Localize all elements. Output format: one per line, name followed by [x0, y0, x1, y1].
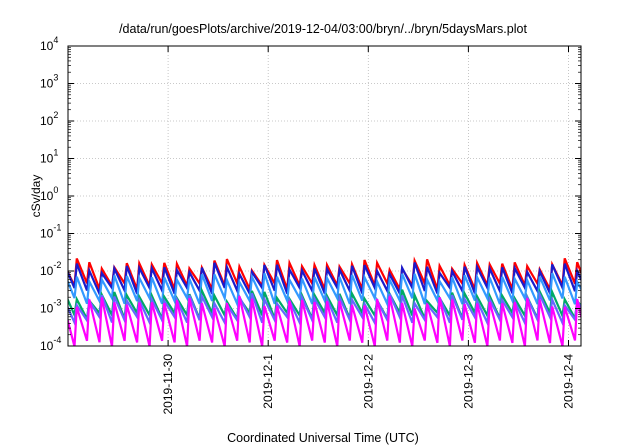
grid: [68, 46, 581, 346]
y-tick-label: 10-3: [40, 298, 61, 316]
series-line: [68, 262, 581, 298]
series-line: [68, 256, 581, 294]
plot-series: [68, 256, 581, 346]
series-line: [68, 295, 581, 346]
y-tick-label: 101: [40, 148, 58, 166]
y-tick-label: 104: [40, 35, 58, 53]
y-tick-label: 102: [40, 110, 58, 128]
chart-title: /data/run/goesPlots/archive/2019-12-04/0…: [119, 22, 527, 36]
y-tick-label: 10-2: [40, 260, 61, 278]
y-tick-label: 10-4: [40, 335, 61, 353]
series-line: [68, 290, 581, 328]
y-tick-label: 100: [40, 185, 58, 203]
x-axis: 2019-11-30 2019-12-1 2019-12-2 2019-12-3 201…: [161, 46, 575, 415]
x-tick-label: 2019-11-30: [161, 354, 175, 415]
y-tick-label: 103: [40, 73, 58, 91]
y-tick-label: 10-1: [40, 223, 61, 241]
x-tick-label: 2019-12-3: [461, 354, 475, 409]
y-axis-label: cSv/day: [29, 175, 43, 218]
series-line: [68, 286, 581, 324]
x-tick-label: 2019-12-1: [261, 354, 275, 409]
x-tick-label: 2019-12-4: [561, 354, 575, 409]
x-axis-label: Coordinated Universal Time (UTC): [227, 431, 419, 445]
series-line: [68, 272, 581, 309]
y-axis: 104 103 102 101 100 10-1 10-2 10-3 10-4: [40, 35, 581, 353]
x-tick-label: 2019-12-2: [361, 354, 375, 409]
